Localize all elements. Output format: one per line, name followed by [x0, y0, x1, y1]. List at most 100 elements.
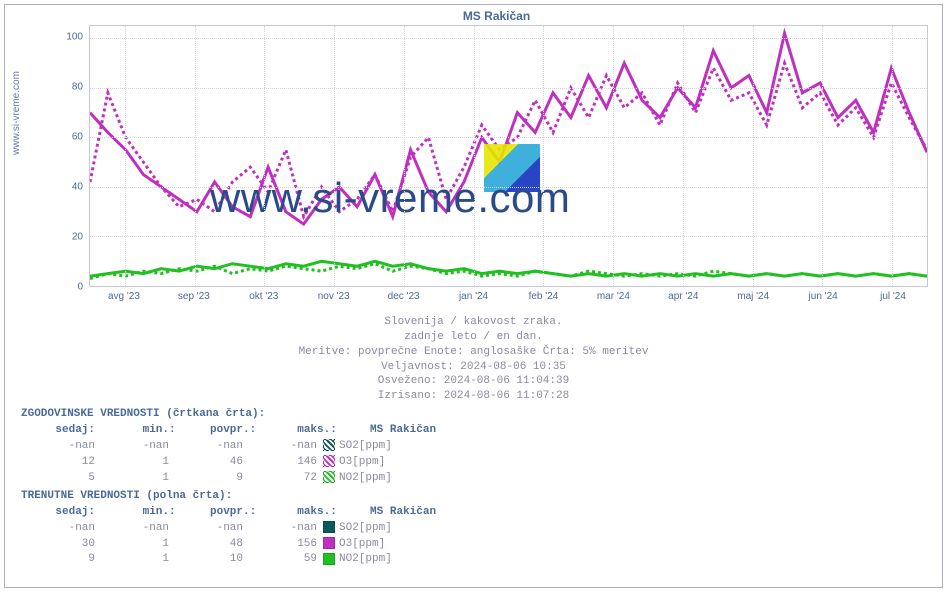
x-tick-label: jan '24	[459, 291, 488, 302]
table-row: 51972 NO2[ppm]	[21, 471, 490, 487]
cell-label: NO2[ppm]	[339, 552, 459, 568]
x-axis: avg '23 sep '23 okt '23 nov '23 dec '23 jan '…	[89, 289, 928, 305]
col-maks: maks.:	[263, 505, 337, 521]
chart-title: MS Rakičan	[59, 9, 934, 23]
y-tick-label: 80	[72, 82, 83, 93]
x-tick-label: nov '23	[318, 291, 350, 302]
cell-povpr: -nan	[169, 439, 243, 455]
col-station: MS Rakičan	[370, 505, 490, 521]
cell-sedaj: 5	[21, 471, 95, 487]
cell-min: -nan	[95, 521, 169, 537]
cell-label: O3[ppm]	[339, 455, 459, 471]
cell-min: 1	[95, 537, 169, 553]
info-line-4: Veljavnost: 2024-08-06 10:35	[5, 360, 942, 375]
gridline-h	[90, 137, 927, 138]
info-line-1: Slovenija / kakovost zraka.	[5, 315, 942, 330]
legend-swatch-icon	[323, 439, 335, 451]
legend-swatch-icon	[323, 455, 335, 467]
info-line-3: Meritve: povprečne Enote: anglosaške Črt…	[5, 345, 942, 360]
x-tick-label: dec '23	[388, 291, 420, 302]
table-row: 30148156O3[ppm]	[21, 537, 490, 553]
col-min: min.:	[102, 423, 176, 439]
cell-povpr: 9	[169, 471, 243, 487]
cell-povpr: 48	[169, 537, 243, 553]
gridline-h	[90, 187, 927, 188]
cell-povpr: -nan	[169, 521, 243, 537]
cell-maks: 59	[243, 552, 317, 568]
legend-swatch-icon	[323, 537, 335, 549]
info-line-2: zadnje leto / en dan.	[5, 330, 942, 345]
cell-label: NO2[ppm]	[339, 471, 459, 487]
hist-table-title: ZGODOVINSKE VREDNOSTI (črtkana črta):	[21, 407, 490, 423]
x-tick-label: avg '23	[108, 291, 140, 302]
gridline-h	[90, 88, 927, 89]
y-tick-label: 0	[77, 282, 83, 293]
col-station: MS Rakičan	[370, 423, 490, 439]
y-tick-label: 100	[66, 32, 83, 43]
table-row: -nan-nan-nan-nanSO2[ppm]	[21, 521, 490, 537]
curr-table-colhead: sedaj: min.: povpr.: maks.: MS Rakičan	[21, 505, 490, 521]
cell-sedaj: 12	[21, 455, 95, 471]
col-povpr: povpr.:	[182, 423, 256, 439]
cell-min: 1	[95, 455, 169, 471]
series-NO2_curr	[90, 261, 927, 276]
col-sedaj: sedaj:	[21, 505, 95, 521]
y-axis: 020406080100	[59, 25, 87, 287]
plot-area: www.si-vreme.com	[89, 25, 928, 287]
legend-swatch-icon	[323, 521, 335, 533]
col-povpr: povpr.:	[182, 505, 256, 521]
gridline-v	[892, 26, 893, 286]
curr-table-title: TRENUTNE VREDNOSTI (polna črta):	[21, 489, 490, 505]
legend-swatch-icon	[323, 553, 335, 565]
gridline-v	[822, 26, 823, 286]
gridline-v	[753, 26, 754, 286]
gridline-v	[264, 26, 265, 286]
hist-table-colhead: sedaj: min.: povpr.: maks.: MS Rakičan	[21, 423, 490, 439]
y-tick-label: 40	[72, 182, 83, 193]
gridline-v	[334, 26, 335, 286]
x-tick-label: sep '23	[178, 291, 210, 302]
gridline-h	[90, 38, 927, 39]
cell-maks: -nan	[243, 439, 317, 455]
gridline-v	[683, 26, 684, 286]
table-row: 911059NO2[ppm]	[21, 552, 490, 568]
chart-frame: www.si-vreme.com MS Rakičan 0 20 40 60 80 100…	[4, 4, 943, 588]
info-block: Slovenija / kakovost zraka. zadnje leto …	[5, 315, 942, 404]
cell-min: -nan	[95, 439, 169, 455]
cell-povpr: 46	[169, 455, 243, 471]
cell-maks: 72	[243, 471, 317, 487]
info-line-5: Osveženo: 2024-08-06 11:04:39	[5, 374, 942, 389]
y-axis-label: www.si-vreme.com	[11, 71, 22, 155]
gridline-v	[195, 26, 196, 286]
cell-label: SO2[ppm]	[339, 521, 459, 537]
tables-block: ZGODOVINSKE VREDNOSTI (črtkana črta): se…	[21, 407, 490, 568]
cell-maks: 146	[243, 455, 317, 471]
cell-maks: 156	[243, 537, 317, 553]
cell-label: O3[ppm]	[339, 537, 459, 553]
cell-min: 1	[95, 552, 169, 568]
cell-maks: -nan	[243, 521, 317, 537]
col-sedaj: sedaj:	[21, 423, 95, 439]
gridline-v	[543, 26, 544, 286]
cell-sedaj: -nan	[21, 439, 95, 455]
y-tick-label: 20	[72, 232, 83, 243]
x-tick-label: jun '24	[809, 291, 838, 302]
x-tick-label: maj '24	[737, 291, 769, 302]
x-tick-label: mar '24	[597, 291, 630, 302]
gridline-v	[404, 26, 405, 286]
table-row: 12146146O3[ppm]	[21, 455, 490, 471]
cell-sedaj: -nan	[21, 521, 95, 537]
x-tick-label: okt '23	[249, 291, 278, 302]
chart-region: MS Rakičan 0 20 40 60 80 100 www.si-vreme.com…	[59, 9, 934, 309]
y-tick-label: 60	[72, 132, 83, 143]
cell-min: 1	[95, 471, 169, 487]
table-row: -nan-nan-nan-nanSO2[ppm]	[21, 439, 490, 455]
info-line-6: Izrisano: 2024-08-06 11:07:28	[5, 389, 942, 404]
col-maks: maks.:	[263, 423, 337, 439]
x-tick-label: feb '24	[529, 291, 559, 302]
cell-label: SO2[ppm]	[339, 439, 459, 455]
gridline-v	[125, 26, 126, 286]
gridline-h	[90, 236, 927, 237]
plot-wrap: 0 20 40 60 80 100 www.si-vreme.com avg '23 sep…	[59, 25, 934, 305]
legend-swatch-icon	[323, 471, 335, 483]
